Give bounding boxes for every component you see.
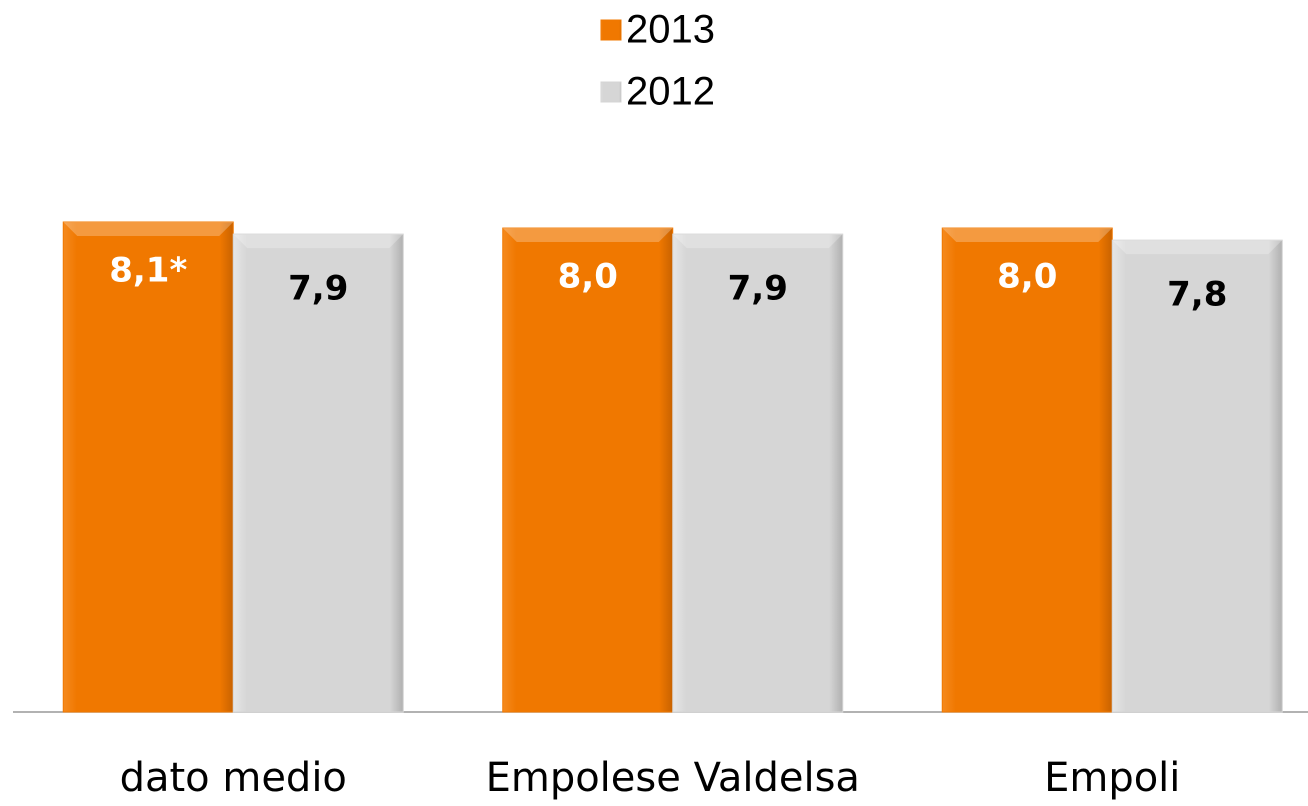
bar: [672, 233, 844, 713]
bar-bevel: [942, 228, 1113, 243]
legend-marker: [600, 19, 622, 41]
data-label: 8,0: [558, 257, 618, 297]
bar-bevel: [233, 234, 404, 249]
data-label: 7,8: [1167, 275, 1227, 315]
data-label: 8,1*: [109, 251, 187, 291]
bar: [232, 233, 404, 713]
bar: [502, 227, 674, 713]
bar-bevel: [672, 234, 843, 249]
bar: [941, 227, 1113, 713]
x-tick-label: Empolese Valdelsa: [486, 755, 860, 801]
legend-label: 2012: [626, 70, 715, 114]
legend-marker: [600, 81, 622, 103]
data-label: 8,0: [997, 257, 1057, 297]
data-label: 7,9: [288, 269, 348, 309]
x-tick-label: dato medio: [120, 755, 347, 801]
bar: [62, 221, 234, 713]
bar-bevel: [1112, 240, 1283, 255]
data-label: 7,9: [728, 269, 788, 309]
bar-bevel: [502, 228, 673, 243]
bar: [1111, 239, 1283, 713]
bar-bevel: [63, 222, 234, 236]
legend-label: 2013: [626, 8, 715, 52]
x-tick-label: Empoli: [1044, 755, 1180, 801]
